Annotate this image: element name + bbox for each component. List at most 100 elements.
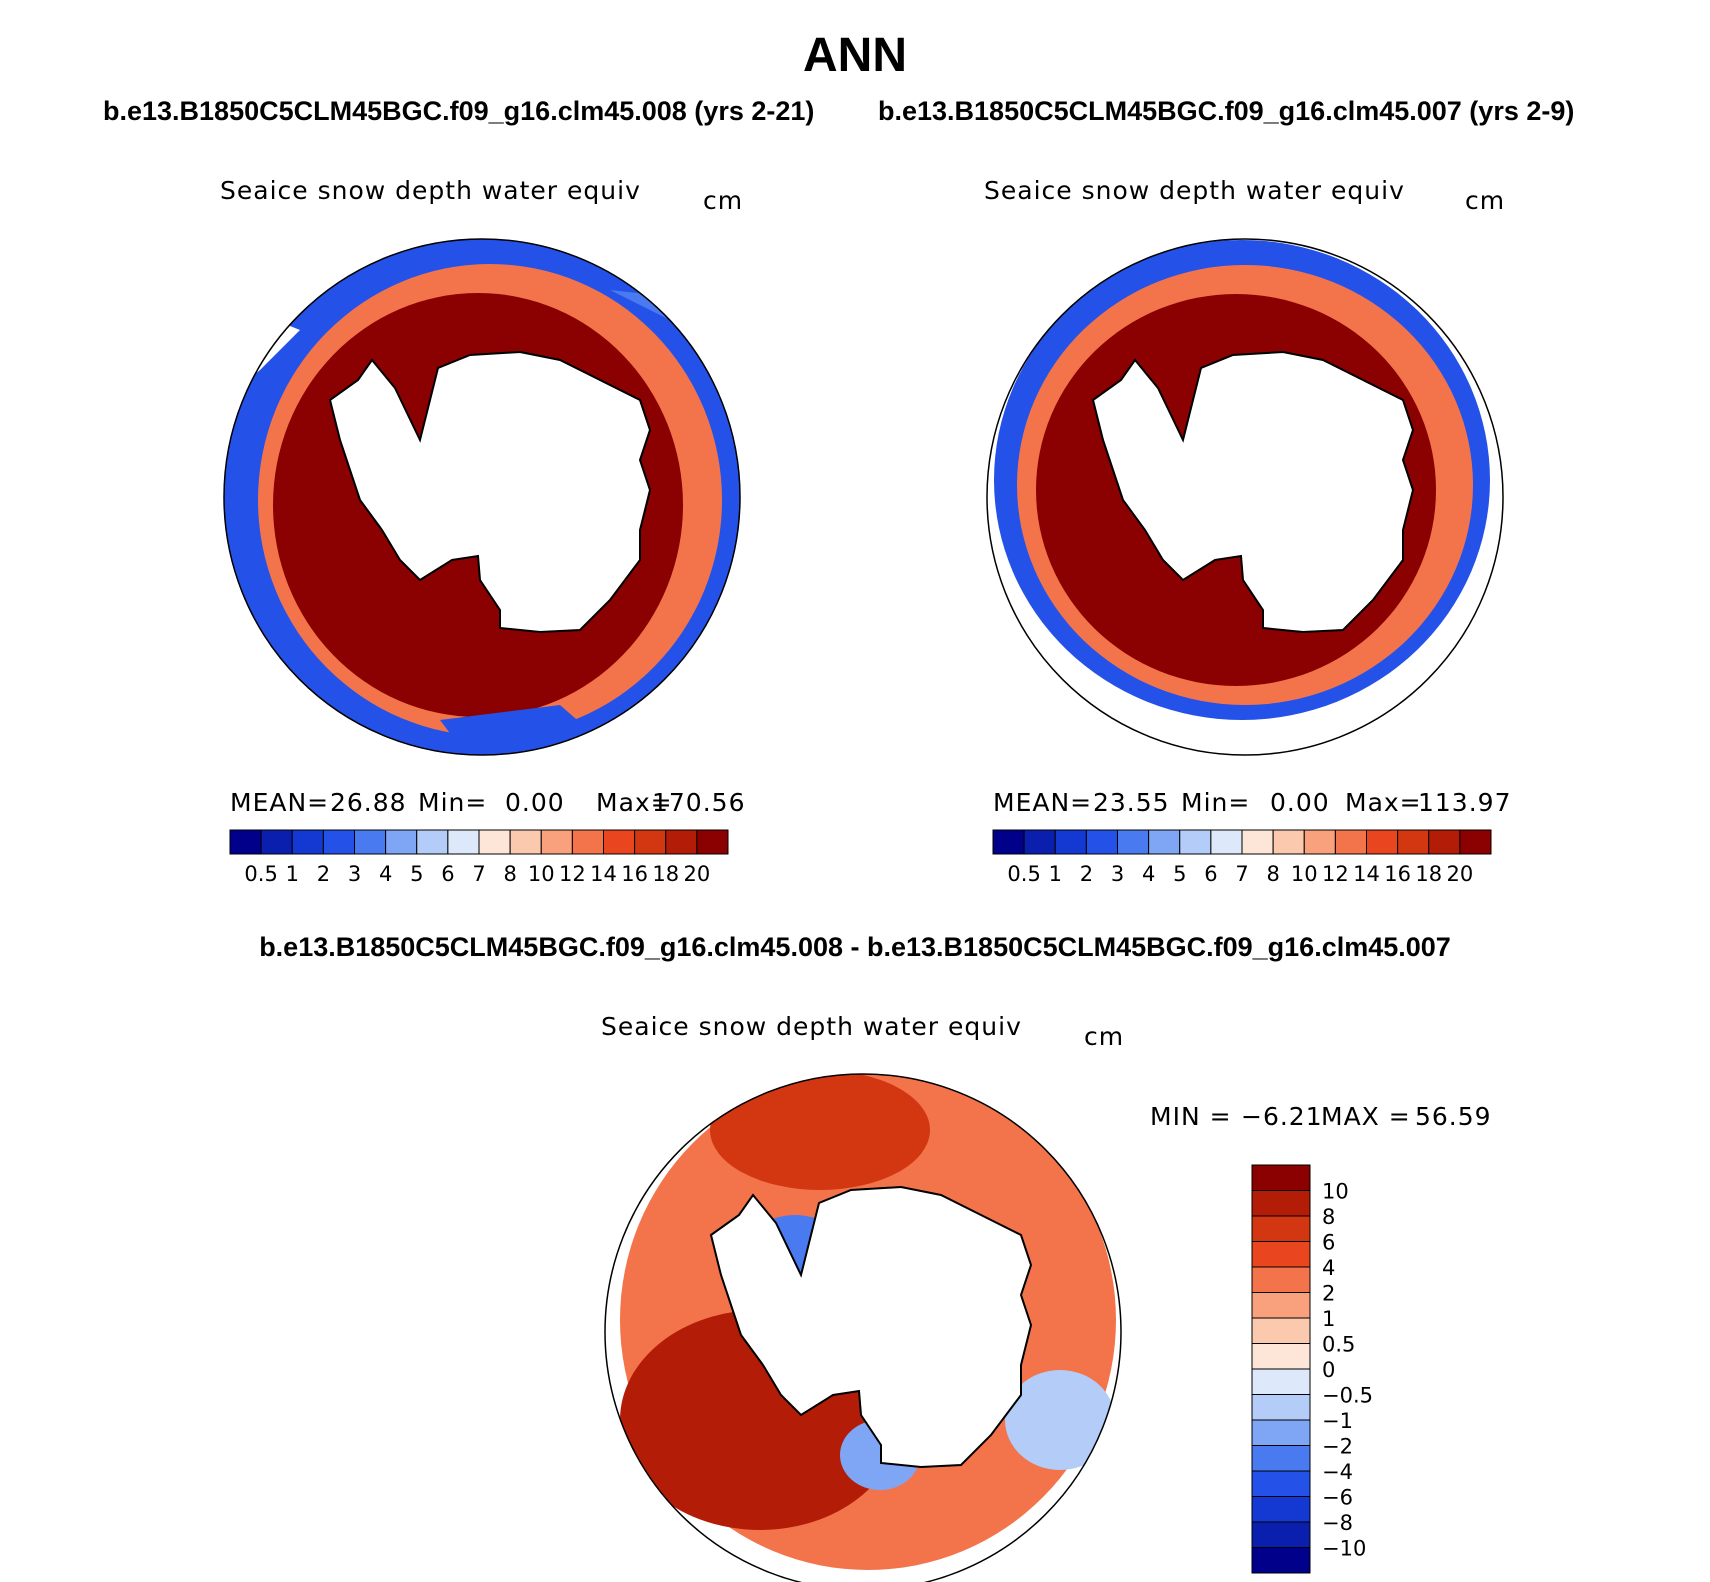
difference-label: b.e13.B1850C5CLM45BGC.f09_g16.clm45.008 … [259, 932, 1451, 962]
panel-c-colorbar-tick-label: −2 [1322, 1435, 1353, 1459]
panel-a-mean-label: MEAN= [230, 788, 330, 817]
panel-a-colorbar-tick-label: 5 [410, 862, 423, 886]
panel-c-colorbar-box [1251, 1445, 1311, 1472]
panel-b-units: cm [1465, 186, 1506, 215]
panel-a-colorbar-box [385, 829, 418, 855]
panel-a-colorbar-box [665, 829, 698, 855]
panel-c-colorbar-box [1251, 1521, 1311, 1548]
panel-b-mean-label: MEAN= [993, 788, 1093, 817]
panel-a-colorbar-box [322, 829, 355, 855]
panel-a-colorbar-box [634, 829, 667, 855]
panel-b-colorbar-box [992, 829, 1025, 855]
panel-b-colorbar-box [1428, 829, 1461, 855]
panel-b-colorbar-box [1179, 829, 1212, 855]
panel-c-map [604, 1073, 1122, 1582]
panel-b-colorbar-box [1148, 829, 1181, 855]
panel-c-colorbar-tick-label: −1 [1322, 1409, 1353, 1433]
panel-a-colorbar-box [509, 829, 542, 855]
panel-c-map-border [604, 1073, 1122, 1582]
panel-b-colorbar-tick-label: 0.5 [1007, 862, 1040, 886]
panel-a-colorbar-box [478, 829, 511, 855]
panel-b-title: Seaice snow depth water equiv [984, 176, 1405, 205]
case-b-label: b.e13.B1850C5CLM45BGC.f09_g16.clm45.007 … [878, 96, 1575, 126]
panel-a-antarctica [328, 350, 652, 634]
panel-b-colorbar-box [1085, 829, 1118, 855]
panel-b-colorbar-tick-label: 2 [1080, 862, 1093, 886]
panel-b-colorbar-tick-label: 12 [1322, 862, 1349, 886]
panel-c-colorbar-box [1251, 1470, 1311, 1497]
panel-c-colorbar-box [1251, 1496, 1311, 1523]
case-a-label: b.e13.B1850C5CLM45BGC.f09_g16.clm45.008 … [103, 96, 815, 126]
panel-a-map [223, 238, 741, 756]
panel-b-colorbar-box [1117, 829, 1150, 855]
panel-b-colorbar-box [1054, 829, 1087, 855]
panel-a-colorbar-tick-label: 0.5 [244, 862, 277, 886]
panel-c-colorbar-tick-label: 10 [1322, 1180, 1349, 1204]
panel-c-diff-high-n [710, 1074, 930, 1190]
panel-c-diff-low-east [1005, 1370, 1115, 1470]
panel-b-colorbar-tick-label: 4 [1142, 862, 1155, 886]
panel-c-colorbar-tick-label: −0.5 [1322, 1384, 1373, 1408]
panel-b-colorbar-tick-label: 14 [1353, 862, 1380, 886]
panel-a-colorbar-box [416, 829, 449, 855]
panel-b-max: 113.97 [1418, 788, 1512, 817]
panel-c-colorbar-box [1251, 1368, 1311, 1395]
panel-a-min: 0.00 [505, 788, 565, 817]
panel-c-colorbar-box [1251, 1317, 1311, 1344]
panel-c-colorbar-tick-label: −6 [1322, 1486, 1353, 1510]
panel-b-min: 0.00 [1270, 788, 1330, 817]
panel-a-colorbar-box [540, 829, 573, 855]
panel-a-colorbar-box [571, 829, 604, 855]
panel-a-title: Seaice snow depth water equiv [220, 176, 641, 205]
panel-a-max: 170.56 [652, 788, 746, 817]
panel-b-colorbar-box [1210, 829, 1243, 855]
panel-c-colorbar-box [1251, 1241, 1311, 1268]
panel-c-min: −6.21 [1241, 1102, 1323, 1131]
panel-a-colorbar-box [229, 829, 262, 855]
panel-b-colorbar-tick-label: 10 [1291, 862, 1318, 886]
panel-b-antarctica [1091, 350, 1415, 634]
panel-b-colorbar-box [1023, 829, 1056, 855]
panel-a-colorbar-box [260, 829, 293, 855]
panel-a-mean: 26.88 [330, 788, 407, 817]
panel-c-colorbar-tick-label: 8 [1322, 1205, 1335, 1229]
panel-a-min-label: Min= [418, 788, 488, 817]
panel-c-min-label: MIN = [1150, 1102, 1232, 1131]
panel-b-min-label: Min= [1181, 788, 1251, 817]
panel-a-map-border [223, 238, 741, 756]
panel-a-colorbar-tick-label: 12 [559, 862, 586, 886]
panel-c-colorbar-tick-label: −8 [1322, 1511, 1353, 1535]
panel-a-colorbar-tick-label: 8 [503, 862, 516, 886]
panel-c-title: Seaice snow depth water equiv [601, 1012, 1022, 1041]
panel-a-colorbar-tick-label: 6 [441, 862, 454, 886]
panel-c-max: 56.59 [1415, 1102, 1492, 1131]
panel-c-colorbar-box [1251, 1164, 1311, 1191]
panel-b-colorbar-tick-label: 18 [1415, 862, 1442, 886]
panel-b-map-border [986, 238, 1504, 756]
panel-b-colorbar-box [1272, 829, 1305, 855]
panel-a-colorbar-tick-label: 20 [684, 862, 711, 886]
figure-title: ANN [803, 29, 907, 82]
panel-b-colorbar-box [1366, 829, 1399, 855]
panel-c-colorbar-box [1251, 1215, 1311, 1242]
panel-b-colorbar: 0.5 1 2 3 4 5 6 7 8 10 12 14 16 18 20 [992, 829, 1492, 886]
panel-c-colorbar-tick-label: 6 [1322, 1231, 1335, 1255]
panel-a-colorbar-tick-label: 4 [379, 862, 392, 886]
panel-b-colorbar-tick-label: 5 [1173, 862, 1186, 886]
panel-c-colorbar-tick-label: 0 [1322, 1358, 1335, 1382]
panel-a-ice-edge-s [440, 705, 600, 755]
panel-c-colorbar-box [1251, 1190, 1311, 1217]
panel-a-colorbar-box [447, 829, 480, 855]
panel-b-colorbar-box [1303, 829, 1336, 855]
panel-b-colorbar-tick-label: 3 [1111, 862, 1124, 886]
panel-a-colorbar-tick-label: 16 [621, 862, 648, 886]
panel-c-colorbar-tick-label: −4 [1322, 1460, 1353, 1484]
panel-c-colorbar-box [1251, 1292, 1311, 1319]
panel-c-colorbar-tick-label: 2 [1322, 1282, 1335, 1306]
panel-b-max-label: Max= [1345, 788, 1422, 817]
panel-a-colorbar-tick-label: 3 [348, 862, 361, 886]
panel-b-colorbar-box [1241, 829, 1274, 855]
panel-c-colorbar-tick-label: 1 [1322, 1307, 1335, 1331]
panel-a-colorbar-tick-label: 1 [286, 862, 299, 886]
